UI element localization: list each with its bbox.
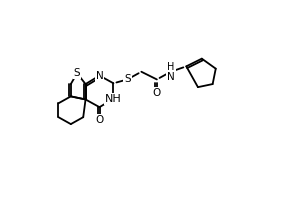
Text: H: H	[167, 62, 175, 72]
Text: NH: NH	[105, 94, 122, 104]
Text: S: S	[124, 74, 131, 84]
Text: O: O	[153, 88, 161, 98]
Text: O: O	[95, 115, 104, 125]
Text: N: N	[96, 71, 104, 81]
Text: N: N	[167, 72, 175, 82]
Text: S: S	[74, 68, 80, 78]
Text: H
N: H N	[167, 61, 175, 83]
